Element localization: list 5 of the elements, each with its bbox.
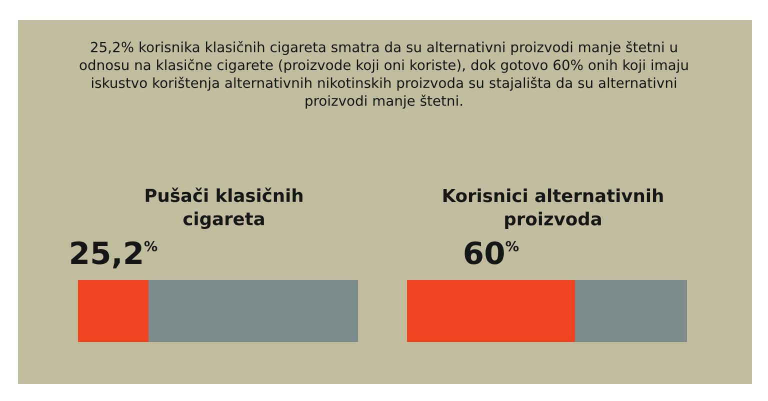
text: 25,2% korisnika klasičnih cigareta smatra da su alternativni proizvodi manje štetni u odnosu na klasične cigarete (proizvode koji oni koriste), dok gotovo 60% onih koji imaju iskustvo korištenja alternativnih nikotinskih proizvoda su stajališta da su alternativni proizvodi manje štetni.: [80, 41, 688, 109]
chart-title: Pušači klasičnih cigareta: [146, 188, 302, 229]
data-label: 60%: [464, 240, 519, 264]
chart-title: Korisnici alternativnih proizvoda: [443, 188, 663, 229]
data-label: 25,2%: [71, 240, 158, 268]
